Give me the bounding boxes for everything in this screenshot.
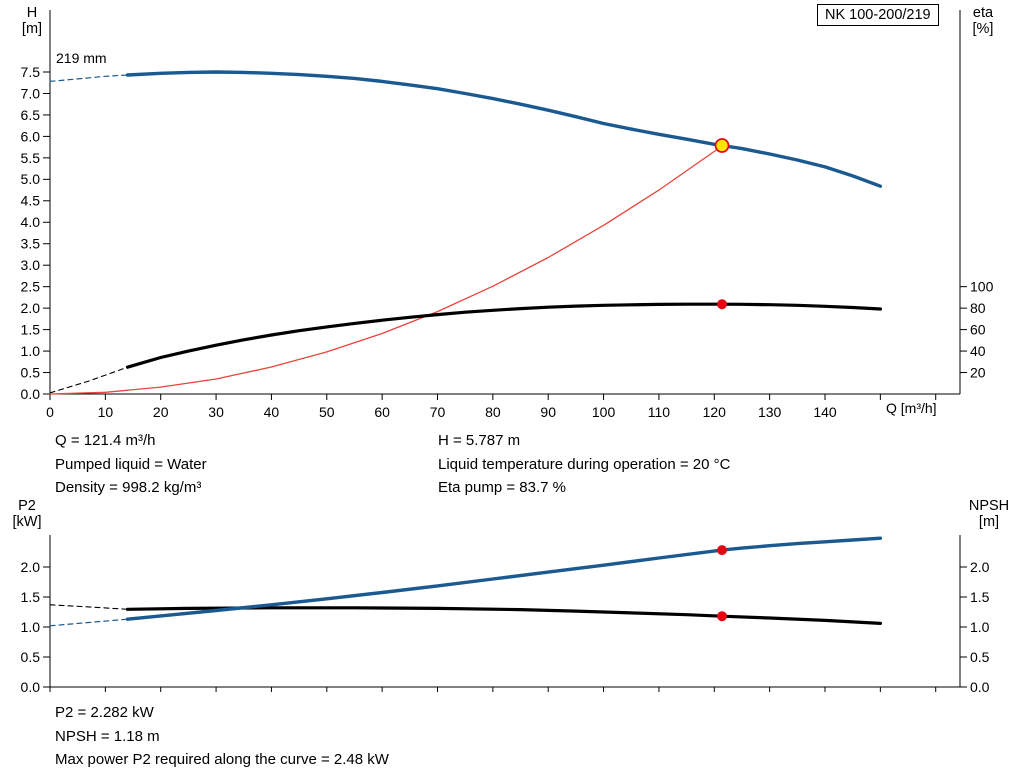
- head-tick-label: 4.5: [21, 193, 41, 209]
- npsh-tick-label: 1.0: [970, 619, 990, 635]
- flow-tick-label: 70: [430, 404, 446, 420]
- info-flow: Q = 121.4 m³/h: [55, 432, 156, 449]
- head-tick-label: 3.0: [21, 257, 41, 273]
- npsh-tick-label: 0.0: [970, 679, 990, 695]
- head-axis-title-symbol: H: [26, 5, 38, 21]
- info-pumped-liquid: Pumped liquid = Water: [55, 455, 207, 473]
- info-head: H = 5.787 m: [438, 432, 521, 449]
- npsh-axis-title-unit: [m]: [978, 514, 1000, 530]
- p2-tick-label: 2.0: [21, 559, 41, 575]
- head-tick-label: 0.0: [21, 386, 41, 402]
- head-tick-label: 3.5: [21, 236, 41, 252]
- head-axis-title: H [m]: [14, 5, 50, 37]
- flow-tick-label: 90: [540, 404, 556, 420]
- flow-tick-label: 20: [153, 404, 169, 420]
- eta-axis-title: eta [%]: [962, 5, 1004, 37]
- info-density: Density = 998.2 kg/m³: [55, 479, 202, 496]
- head-curve-dashed-leadin: [49, 74, 129, 82]
- eta-tick-label: 60: [970, 322, 986, 338]
- p2-tick-label: 1.5: [21, 589, 41, 605]
- head-tick-label: 5.5: [21, 150, 41, 166]
- head-tick-label: 6.0: [21, 128, 41, 144]
- operating-info-left-column: Q = 121.4 m³/h Pumped liquid = Water Den…: [55, 429, 207, 500]
- npsh-curve-dashed-leadin: [49, 604, 129, 610]
- info-npsh: NPSH = 1.18 m: [55, 727, 160, 745]
- head-tick-label: 0.5: [21, 364, 41, 380]
- eta-tick-label: 80: [970, 300, 986, 316]
- head-tick-label: 6.5: [21, 107, 41, 123]
- info-p2: P2 = 2.282 kW: [55, 704, 154, 721]
- p2-curve: [125, 536, 883, 621]
- flow-tick-label: 50: [319, 404, 335, 420]
- flow-tick-label: 140: [813, 404, 837, 420]
- npsh-tick-label: 1.5: [970, 589, 990, 605]
- eta-axis-title-symbol: eta: [972, 5, 994, 21]
- head-tick-label: 2.5: [21, 279, 41, 295]
- eta-tick-label: 40: [970, 343, 986, 359]
- npsh-axis-title-symbol: NPSH: [968, 498, 1010, 514]
- head-curve-219mm: [125, 70, 883, 188]
- operating-info-right-column: H = 5.787 m Liquid temperature during op…: [438, 429, 730, 500]
- system-curve-to-duty-point: [49, 144, 723, 395]
- flow-tick-label: 110: [648, 404, 671, 420]
- head-tick-label: 2.0: [21, 300, 41, 316]
- npsh-tick-label: 0.5: [970, 649, 990, 665]
- p2-axis-title-symbol: P2: [18, 498, 36, 514]
- head-tick-label: 4.0: [21, 214, 41, 230]
- duty-point: [714, 138, 730, 153]
- head-tick-label: 7.0: [21, 85, 41, 101]
- npsh-curve: [125, 606, 882, 625]
- head-axis-title-unit: [m]: [21, 21, 43, 37]
- eta-tick-label: 20: [970, 364, 986, 380]
- flow-tick-label: 100: [592, 404, 616, 420]
- efficiency-curve: [125, 302, 882, 369]
- p2-point: [717, 545, 727, 556]
- flow-tick-label: 30: [208, 404, 224, 420]
- p2-curve-dashed-leadin: [49, 618, 129, 627]
- p2-axis-title: P2 [kW]: [6, 498, 48, 530]
- flow-tick-label: 120: [703, 404, 727, 420]
- efficiency-point: [717, 299, 727, 310]
- npsh-tick-label: 2.0: [970, 559, 990, 575]
- eta-tick-label: 100: [970, 279, 994, 295]
- eta-axis-title-unit: [%]: [972, 21, 994, 37]
- head-tick-label: 5.0: [21, 171, 41, 187]
- flow-axis-title: Q [m³/h]: [886, 400, 937, 416]
- flow-tick-label: 130: [758, 404, 782, 420]
- npsh-axis-title: NPSH [m]: [960, 498, 1018, 530]
- pump-model-badge: NK 100-200/219: [817, 4, 939, 26]
- impeller-diameter-label: 219 mm: [56, 50, 107, 66]
- p2-tick-label: 0.0: [21, 679, 41, 695]
- flow-tick-label: 10: [98, 404, 114, 420]
- head-tick-label: 1.5: [21, 322, 41, 338]
- flow-tick-label: 80: [485, 404, 501, 420]
- head-tick-label: 7.5: [21, 64, 41, 80]
- info-liquid-temperature: Liquid temperature during operation = 20…: [438, 455, 731, 473]
- head-tick-label: 1.0: [21, 343, 41, 359]
- flow-tick-label: 0: [46, 404, 54, 420]
- flow-tick-label: 40: [264, 404, 280, 420]
- info-eta-pump: Eta pump = 83.7 %: [438, 479, 566, 496]
- efficiency-curve-dashed-leadin: [49, 366, 129, 394]
- power-info-block: P2 = 2.282 kW NPSH = 1.18 m Max power P2…: [55, 701, 389, 772]
- npsh-point: [717, 611, 727, 622]
- info-max-power: Max power P2 required along the curve = …: [55, 751, 389, 768]
- p2-tick-label: 1.0: [21, 619, 41, 635]
- p2-axis-title-unit: [kW]: [12, 514, 42, 530]
- flow-tick-label: 60: [374, 404, 390, 420]
- p2-tick-label: 0.5: [21, 649, 41, 665]
